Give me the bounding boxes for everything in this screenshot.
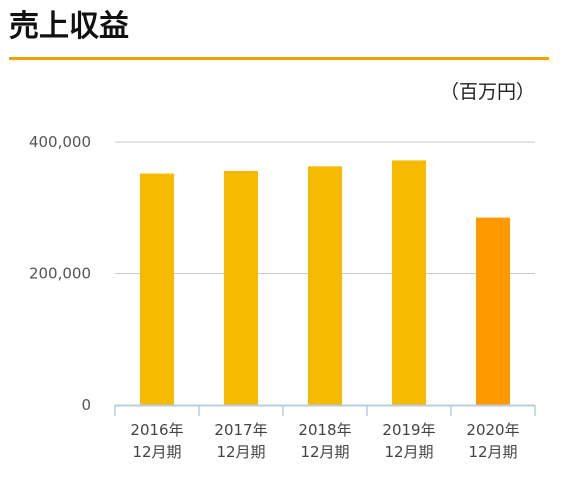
x-tick-label: 12月期: [468, 443, 517, 461]
page-title: 売上収益: [9, 9, 129, 44]
bar: [476, 217, 510, 405]
x-tick-label: 2017年: [214, 421, 267, 439]
y-tick-label: 400,000: [29, 133, 91, 151]
x-tick-label: 2018年: [298, 421, 351, 439]
bar: [308, 166, 342, 405]
bar: [392, 160, 426, 405]
unit-label: （百万円）: [439, 81, 535, 103]
bar: [140, 173, 174, 405]
x-tick-labels: 2016年 12月期 2017年 12月期 2018年 12月期 2019年 12月期 2020…: [130, 421, 519, 461]
y-tick-label: 0: [81, 396, 91, 414]
x-tick-label: 2016年: [130, 421, 183, 439]
x-tick-label: 12月期: [384, 443, 433, 461]
x-axis: [114, 404, 536, 416]
bar: [224, 170, 258, 405]
bars: [140, 160, 510, 405]
x-tick-label: 12月期: [216, 443, 265, 461]
x-tick-label: 12月期: [132, 443, 181, 461]
x-tick-label: 2019年: [382, 421, 435, 439]
y-tick-labels: 0 200,000 400,000: [29, 133, 91, 414]
x-tick-label: 2020年: [466, 421, 519, 439]
x-tick-label: 12月期: [300, 443, 349, 461]
title-underline: [9, 57, 549, 60]
y-tick-label: 200,000: [29, 265, 91, 283]
